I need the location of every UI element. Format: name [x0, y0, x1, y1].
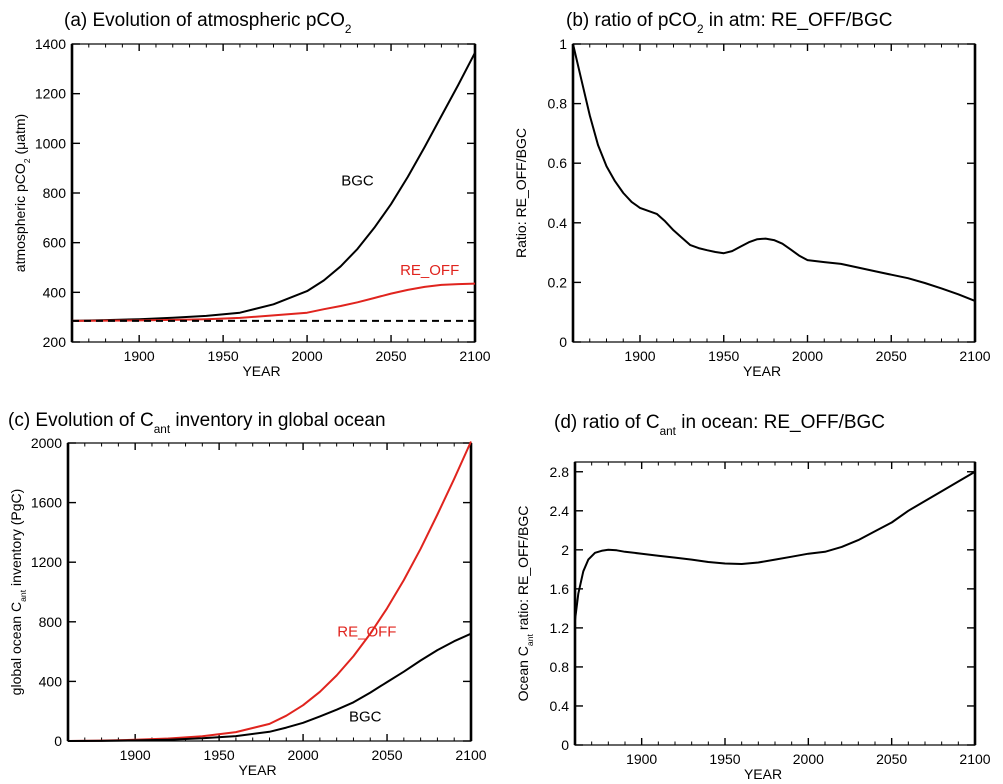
y-tick-label: 1600: [31, 495, 62, 511]
x-tick-label: 2000: [292, 348, 323, 364]
plot-frame: [67, 442, 472, 742]
x-tick-label: 2100: [455, 747, 486, 763]
panel-d: (d) ratio of Cant in ocean: RE_OFF/BGC19…: [515, 412, 991, 782]
y-tick-label: 1200: [31, 554, 62, 570]
y-tick-label: 0.6: [548, 155, 568, 171]
y-tick-label: 800: [43, 185, 67, 201]
y-tick-label: 0.4: [550, 698, 570, 714]
y-axis-label-subscript: ant: [525, 633, 535, 646]
y-axis-label-main: Ratio: RE_OFF/BGC: [513, 128, 529, 258]
panel-c: (c) Evolution of Cant inventory in globa…: [8, 410, 487, 778]
y-axis-label-subscript: ant: [18, 589, 28, 602]
y-tick-label: 0.8: [550, 659, 570, 675]
y-tick-label: 400: [39, 673, 63, 689]
y-axis-label-main: atmospheric pCO: [12, 163, 28, 272]
y-tick-label: 800: [39, 614, 63, 630]
y-tick-label: 200: [43, 334, 67, 350]
x-axis-label: YEAR: [238, 762, 276, 778]
x-axis-label: YEAR: [242, 363, 280, 379]
plot-frame: [71, 43, 476, 343]
y-tick-label: 0.2: [548, 274, 568, 290]
panel-d-title-rest: in ocean: RE_OFF/BGC: [676, 412, 885, 433]
x-tick-label: 2100: [959, 751, 990, 767]
series-annotation: RE_OFF: [337, 624, 396, 641]
panel-d-title-main: (d) ratio of C: [554, 412, 660, 433]
x-tick-label: 1900: [624, 348, 655, 364]
y-tick-label: 1.2: [550, 620, 570, 636]
plot-frame: [574, 461, 976, 746]
panel-b-title-main: (b) ratio of pCO: [566, 10, 697, 31]
y-tick-label: 400: [43, 284, 67, 300]
y-axis-label-subscript: 2: [22, 158, 32, 163]
y-tick-label: 0.4: [548, 215, 568, 231]
y-tick-label: 1000: [35, 135, 66, 151]
y-axis-label: global ocean Cant inventory (PgC): [8, 489, 28, 696]
y-tick-label: 1.6: [550, 581, 570, 597]
x-axis-label: YEAR: [743, 363, 781, 379]
y-tick-label: 1200: [35, 86, 66, 102]
y-tick-label: 2: [561, 542, 569, 558]
x-tick-label: 2100: [459, 348, 490, 364]
panel-a-title: (a) Evolution of atmospheric pCO2: [64, 10, 351, 36]
x-tick-label: 2000: [792, 348, 823, 364]
x-tick-label: 2050: [876, 348, 907, 364]
x-tick-label: 1900: [124, 348, 155, 364]
series-annotation: BGC: [349, 709, 382, 726]
y-axis-label-rest: ratio: RE_OFF/BGC: [515, 506, 531, 634]
series-line: [574, 470, 976, 621]
series-line-bgc: [71, 52, 476, 322]
x-tick-label: 2050: [375, 348, 406, 364]
y-tick-label: 2.8: [550, 464, 570, 480]
panel-d-title: (d) ratio of Cant in ocean: RE_OFF/BGC: [554, 412, 885, 438]
panel-c-title: (c) Evolution of Cant inventory in globa…: [8, 410, 386, 436]
panel-a-title-main: (a) Evolution of atmospheric pCO: [64, 10, 345, 31]
y-axis-label: Ratio: RE_OFF/BGC: [513, 128, 529, 258]
x-tick-label: 1900: [120, 747, 151, 763]
y-axis-label-main: global ocean C: [8, 602, 24, 695]
y-tick-label: 2.4: [550, 503, 570, 519]
x-tick-label: 1950: [708, 348, 739, 364]
y-tick-label: 600: [43, 235, 67, 251]
y-tick-label: 0: [559, 334, 567, 350]
y-tick-label: 1: [559, 36, 567, 52]
series-line-re-off: [67, 441, 472, 742]
y-tick-label: 2000: [31, 435, 62, 451]
x-axis-label: YEAR: [744, 766, 782, 782]
series-annotation: RE_OFF: [400, 262, 459, 279]
y-axis-label-rest: inventory (PgC): [8, 489, 24, 590]
x-tick-label: 2000: [793, 751, 824, 767]
panel-a-title-subscript: 2: [345, 23, 352, 36]
y-tick-label: 1400: [35, 36, 66, 52]
panel-b-title-subscript: 2: [697, 23, 704, 36]
panel-c-title-main: (c) Evolution of C: [8, 410, 154, 431]
y-axis-label-rest: (μatm): [12, 114, 28, 159]
series-annotation: BGC: [341, 173, 374, 190]
panel-b-title-rest: in atm: RE_OFF/BGC: [703, 10, 892, 31]
x-tick-label: 1950: [208, 348, 239, 364]
series-line-bgc: [67, 632, 472, 742]
y-axis-label: atmospheric pCO2 (μatm): [12, 114, 32, 272]
x-tick-label: 1950: [709, 751, 740, 767]
panel-d-title-subscript: ant: [660, 425, 677, 438]
plot-frame: [572, 43, 976, 343]
x-tick-label: 2050: [371, 747, 402, 763]
x-tick-label: 1950: [204, 747, 235, 763]
y-axis-label: Ocean Cant ratio: RE_OFF/BGC: [515, 506, 535, 702]
series-line-re-off: [71, 282, 476, 322]
panel-b-title: (b) ratio of pCO2 in atm: RE_OFF/BGC: [566, 10, 892, 36]
y-tick-label: 0: [54, 733, 62, 749]
y-axis-label-main: Ocean C: [515, 646, 531, 701]
series-line: [572, 43, 976, 302]
x-tick-label: 2000: [288, 747, 319, 763]
panel-c-title-rest: inventory in global ocean: [170, 410, 385, 431]
x-tick-label: 2050: [876, 751, 907, 767]
y-tick-label: 0: [561, 737, 569, 753]
x-tick-label: 2100: [959, 348, 990, 364]
panel-c-title-subscript: ant: [154, 423, 171, 436]
panel-b: (b) ratio of pCO2 in atm: RE_OFF/BGC 1900…: [513, 10, 991, 379]
y-tick-label: 0.8: [548, 96, 568, 112]
x-tick-label: 1900: [626, 751, 657, 767]
